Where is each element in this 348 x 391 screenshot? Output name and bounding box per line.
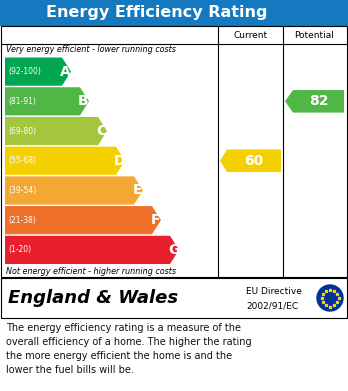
Polygon shape [220, 149, 281, 172]
Text: Energy Efficiency Rating: Energy Efficiency Rating [46, 5, 267, 20]
Text: C: C [96, 124, 106, 138]
Polygon shape [5, 87, 89, 115]
Polygon shape [5, 57, 71, 86]
Polygon shape [5, 236, 179, 264]
Polygon shape [285, 90, 344, 113]
Text: (39-54): (39-54) [8, 186, 36, 195]
Text: B: B [78, 94, 89, 108]
Text: A: A [60, 65, 71, 79]
Text: Not energy efficient - higher running costs: Not energy efficient - higher running co… [6, 267, 176, 276]
Text: England & Wales: England & Wales [8, 289, 178, 307]
Text: (69-80): (69-80) [8, 127, 36, 136]
Polygon shape [5, 147, 125, 175]
Text: E: E [133, 183, 142, 197]
Text: (55-68): (55-68) [8, 156, 36, 165]
Text: The energy efficiency rating is a measure of the
overall efficiency of a home. T: The energy efficiency rating is a measur… [6, 323, 252, 375]
Text: D: D [114, 154, 125, 168]
Text: 2002/91/EC: 2002/91/EC [246, 301, 298, 310]
Text: (81-91): (81-91) [8, 97, 36, 106]
Text: Very energy efficient - lower running costs: Very energy efficient - lower running co… [6, 45, 176, 54]
Polygon shape [5, 176, 143, 204]
Text: Current: Current [234, 30, 268, 39]
Text: (21-38): (21-38) [8, 216, 36, 225]
Circle shape [317, 285, 343, 311]
Text: (92-100): (92-100) [8, 67, 41, 76]
Text: 60: 60 [244, 154, 264, 168]
Text: (1-20): (1-20) [8, 246, 31, 255]
Text: F: F [151, 213, 160, 227]
Polygon shape [5, 117, 107, 145]
Bar [1, 26, 347, 277]
Text: EU Directive: EU Directive [246, 287, 302, 296]
Text: Potential: Potential [294, 30, 334, 39]
Text: 82: 82 [309, 94, 328, 108]
Text: G: G [168, 243, 179, 257]
Bar [0, 0, 348, 26]
Bar [1, 278, 347, 318]
Polygon shape [5, 206, 161, 234]
